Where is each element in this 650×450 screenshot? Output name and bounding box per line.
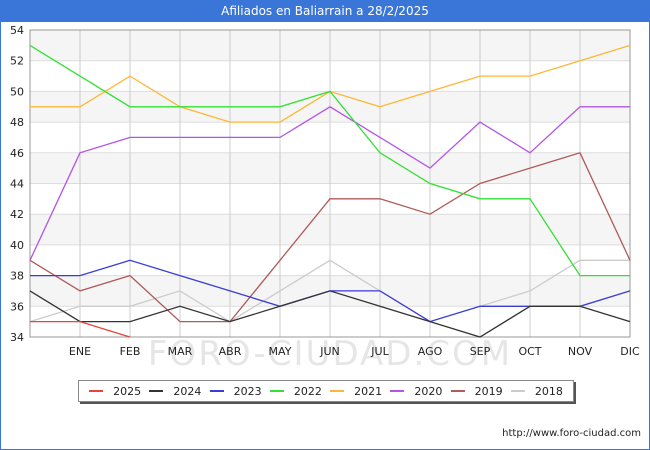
legend-item: 2024 xyxy=(149,385,201,398)
legend-item: 2021 xyxy=(330,385,382,398)
y-tick-label: 48 xyxy=(10,116,24,129)
x-tick-label: MAR xyxy=(168,345,193,358)
legend-item: 2020 xyxy=(390,385,442,398)
series-line-2024 xyxy=(29,290,631,338)
legend-swatch xyxy=(209,390,224,392)
legend-item: 2025 xyxy=(89,385,141,398)
legend-label: 2023 xyxy=(233,384,262,398)
series-line-2020 xyxy=(29,106,630,261)
legend-swatch xyxy=(149,390,164,392)
y-tick-label: 52 xyxy=(10,55,24,68)
y-tick-label: 38 xyxy=(10,270,24,283)
y-tick-label: 54 xyxy=(10,24,24,37)
line-chart: FORO-CIUDAD.COM 34 36 38 40 42 44 46 48 50 52 54 E… xyxy=(10,24,640,374)
x-tick-label: ENE xyxy=(69,345,91,358)
legend-label: 2018 xyxy=(534,384,563,398)
chart-title: Afiliados en Baliarrain a 28/2/2025 xyxy=(0,0,650,22)
legend-item: 2023 xyxy=(209,384,262,398)
series-line-2022 xyxy=(29,44,630,277)
legend-swatch xyxy=(330,390,345,392)
legend-label: 2019 xyxy=(474,384,503,398)
legend-label: 2022 xyxy=(293,384,322,398)
legend-swatch xyxy=(510,390,525,392)
x-tick-label: OCT xyxy=(518,345,541,358)
x-tick-label: MAY xyxy=(269,345,292,358)
legend-swatch xyxy=(89,390,104,392)
x-axis-ticks: ENE FEB MAR ABR MAY JUN JUL AGO SEP OCT NOV DIC xyxy=(69,345,640,358)
watermark: FORO-CIUDAD.COM xyxy=(148,334,512,374)
x-tick-label: JUL xyxy=(370,345,389,358)
legend-swatch xyxy=(450,390,465,392)
legend-label: 2024 xyxy=(173,384,202,398)
y-tick-label: 42 xyxy=(10,208,24,221)
y-tick-label: 36 xyxy=(10,300,24,313)
y-tick-label: 34 xyxy=(10,331,24,344)
y-tick-label: 44 xyxy=(10,178,24,191)
legend-label: 2020 xyxy=(414,384,443,398)
legend: 2025 2024 2023 2022 2021 2020 2019 2018 xyxy=(78,380,574,402)
legend-item: 2019 xyxy=(450,384,503,398)
x-tick-label: NOV xyxy=(568,345,593,358)
series-line-2019 xyxy=(29,152,631,323)
legend-label: 2025 xyxy=(113,384,142,398)
x-tick-label: AGO xyxy=(418,345,443,358)
legend-swatch xyxy=(269,390,284,392)
plot-border xyxy=(29,29,631,338)
series-lines xyxy=(29,44,631,338)
y-axis-ticks: 34 36 38 40 42 44 46 48 50 52 54 xyxy=(10,24,24,344)
legend-swatch xyxy=(390,390,405,392)
series-line-2018 xyxy=(29,259,630,323)
x-tick-label: JUN xyxy=(319,345,340,358)
legend-label: 2021 xyxy=(354,384,383,398)
y-tick-label: 50 xyxy=(10,85,24,98)
legend-item: 2022 xyxy=(269,384,322,398)
x-tick-label: SEP xyxy=(470,345,491,358)
y-tick-label: 46 xyxy=(10,147,24,160)
x-tick-label: ABR xyxy=(219,345,242,358)
footer-url: http://www.foro-ciudad.com xyxy=(502,428,641,439)
series-line-2025 xyxy=(30,320,131,338)
y-tick-label: 40 xyxy=(10,239,24,252)
x-tick-label: FEB xyxy=(120,345,141,358)
legend-item: 2018 xyxy=(510,384,563,398)
x-tick-label: DIC xyxy=(620,345,640,358)
